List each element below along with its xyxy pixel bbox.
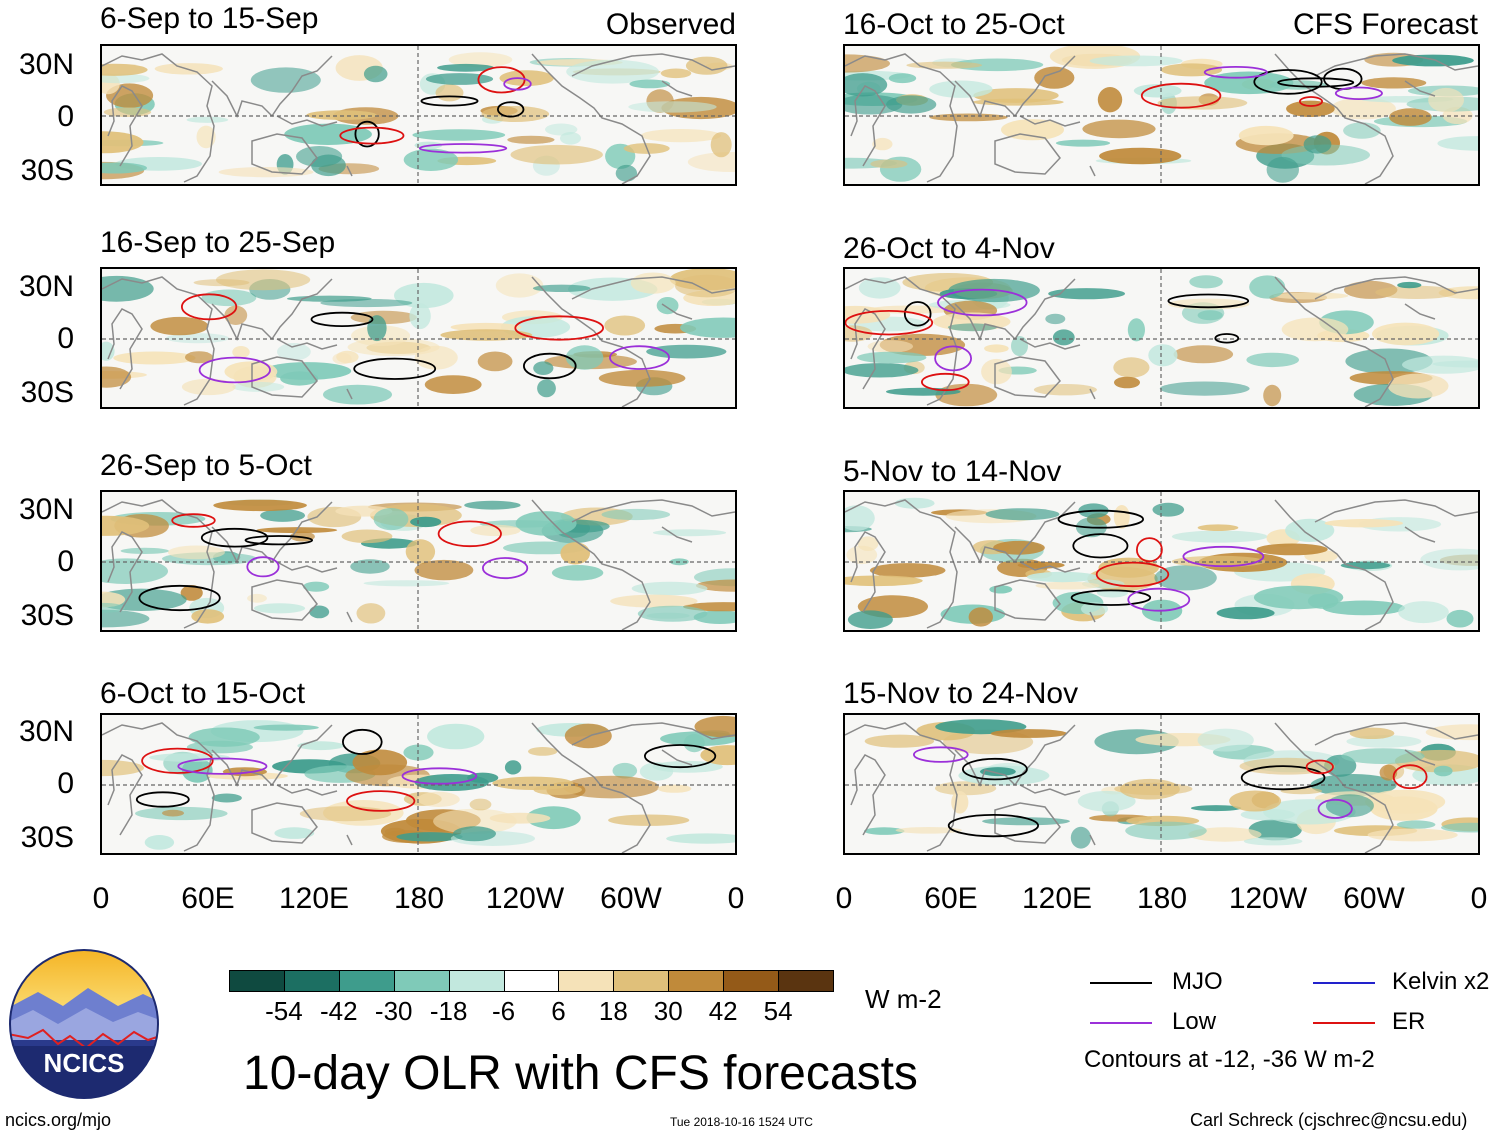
x-tick-label: 60E: [181, 882, 235, 915]
colorbar-units: W m-2: [865, 984, 942, 1014]
legend-label-er: ER: [1392, 1008, 1426, 1035]
colorbar-label: 6: [551, 996, 566, 1026]
x-tick-label: 180: [393, 882, 445, 915]
ncics-logo: NCICS: [8, 948, 160, 1100]
panel-title: 26-Sep to 5-Oct: [100, 449, 312, 482]
colorbar-box: [229, 970, 285, 992]
x-tick-label: 120E: [1021, 882, 1093, 915]
colorbar-label: -30: [374, 996, 413, 1026]
panel-title: 5-Nov to 14-Nov: [843, 455, 1062, 488]
colorbar-label: -6: [491, 996, 516, 1026]
olr-map-panel: [843, 490, 1480, 632]
colorbar-label: -18: [429, 996, 468, 1026]
colorbar-box: [613, 970, 670, 992]
legend-label-kelvin: Kelvin x2: [1392, 968, 1490, 995]
x-tick-label: 60W: [1343, 882, 1405, 915]
x-tick-label: 120W: [485, 882, 565, 915]
colorbar-box: [778, 970, 834, 992]
olr-map-panel: [843, 44, 1480, 186]
footer-url[interactable]: ncics.org/mjo: [5, 1110, 112, 1130]
colorbar-box: [338, 970, 395, 992]
colorbar-label: 54: [763, 996, 793, 1026]
x-tick-label: 0: [835, 882, 853, 915]
footer-timestamp: Tue 2018-10-16 1524 UTC: [670, 1115, 813, 1129]
panel-title: 15-Nov to 24-Nov: [843, 677, 1079, 710]
x-tick-label: 60E: [924, 882, 978, 915]
legend-line-mjo: [1090, 982, 1152, 984]
panel-title: 26-Oct to 4-Nov: [843, 232, 1055, 265]
y-tick-label: 0: [57, 545, 74, 578]
x-tick-label: 60W: [600, 882, 662, 915]
colorbar-box: [723, 970, 780, 992]
y-tick-label: 0: [57, 767, 74, 800]
y-tick-label: 30S: [20, 821, 74, 854]
colorbar-label: 18: [598, 996, 628, 1026]
colorbar: [229, 970, 834, 994]
x-tick-label: 0: [1470, 882, 1488, 915]
legend-line-low: [1090, 1022, 1152, 1024]
colorbar-box: [558, 970, 615, 992]
legend-line-er: [1313, 1022, 1375, 1024]
x-tick-label: 0: [727, 882, 745, 915]
olr-map-panel: [843, 267, 1480, 409]
colorbar-label: -42: [320, 996, 358, 1026]
colorbar-label: 42: [708, 996, 738, 1026]
y-tick-label: 30S: [20, 376, 74, 409]
olr-map-panel: [843, 713, 1480, 855]
y-tick-label: 30S: [20, 154, 74, 187]
y-tick-label: 30N: [18, 715, 74, 748]
panel-tag: Observed: [605, 8, 736, 41]
y-tick-label: 30N: [18, 48, 74, 81]
y-tick-label: 0: [57, 322, 74, 355]
colorbar-box: [283, 970, 340, 992]
y-tick-label: 30N: [18, 493, 74, 526]
y-tick-label: 30S: [20, 599, 74, 632]
legend-note: Contours at -12, -36 W m-2: [1084, 1046, 1375, 1073]
olr-map-panel: [100, 267, 737, 409]
colorbar-box: [448, 970, 505, 992]
y-tick-label: 30N: [18, 270, 74, 303]
olr-map-panel: [100, 713, 737, 855]
logo-text: NCICS: [44, 1048, 125, 1078]
panel-title: 16-Sep to 25-Sep: [100, 226, 336, 259]
main-title: 10-day OLR with CFS forecasts: [243, 1047, 918, 1100]
colorbar-label: 30: [653, 996, 683, 1026]
legend-line-kelvin: [1313, 982, 1375, 984]
colorbar-box: [393, 970, 450, 992]
olr-map-panel: [100, 44, 737, 186]
x-tick-label: 120E: [278, 882, 350, 915]
colorbar-box: [668, 970, 725, 992]
legend-label-mjo: MJO: [1172, 968, 1223, 995]
x-tick-label: 180: [1136, 882, 1188, 915]
colorbar-label: -54: [265, 996, 303, 1026]
footer-author: Carl Schreck (cjschrec@ncsu.edu): [1190, 1110, 1468, 1130]
colorbar-box: [503, 970, 560, 992]
y-tick-label: 0: [57, 100, 74, 133]
panel-title: 16-Oct to 25-Oct: [843, 8, 1065, 41]
x-tick-label: 0: [92, 882, 110, 915]
olr-map-panel: [100, 490, 737, 632]
x-tick-label: 120W: [1228, 882, 1308, 915]
legend-label-low: Low: [1172, 1008, 1217, 1035]
panel-tag: CFS Forecast: [1292, 8, 1478, 41]
panel-title: 6-Sep to 15-Sep: [100, 2, 319, 35]
panel-title: 6-Oct to 15-Oct: [100, 677, 306, 710]
